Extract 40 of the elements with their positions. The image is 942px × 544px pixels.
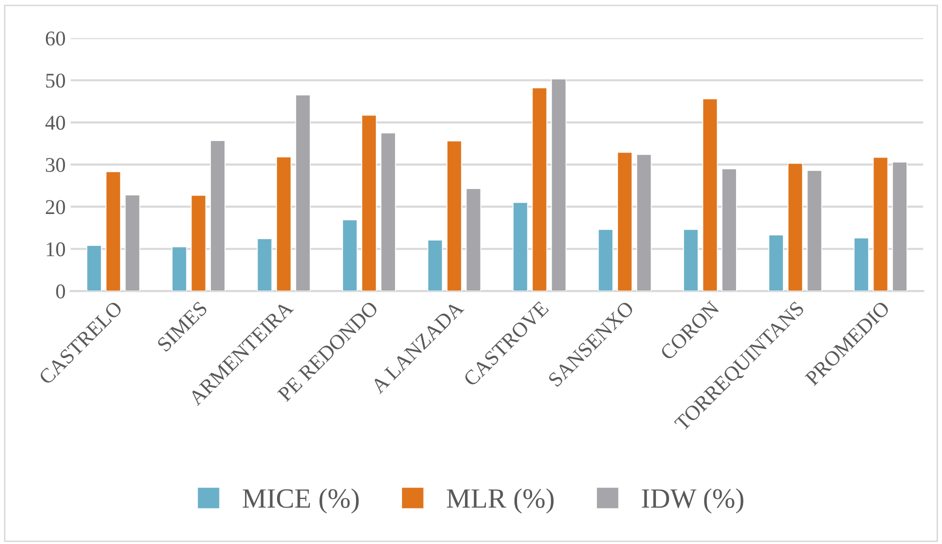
y-tick-label: 0 (56, 284, 65, 298)
legend-label: MICE (%) (242, 488, 359, 514)
bar (106, 171, 121, 292)
bar (636, 154, 652, 292)
bar (276, 156, 292, 292)
bar (598, 229, 614, 292)
bar (617, 152, 632, 292)
bar (702, 98, 718, 292)
bar (872, 156, 888, 292)
bar (512, 202, 528, 292)
bar (342, 219, 358, 292)
bar (256, 238, 272, 292)
bar (788, 162, 803, 292)
bar (768, 234, 784, 292)
bar (380, 132, 396, 292)
bar (124, 194, 140, 292)
bar (854, 238, 870, 292)
bar (466, 188, 482, 292)
y-tick-label: 60 (46, 31, 65, 46)
legend-label: MLR (%) (446, 488, 554, 514)
bar (361, 114, 377, 292)
bar (683, 229, 699, 292)
bar (446, 140, 462, 292)
bar (172, 246, 188, 292)
y-tick-label: 10 (46, 242, 65, 256)
bar (295, 94, 311, 292)
bar (86, 245, 102, 292)
y-tick-label: 50 (46, 74, 65, 88)
bar (892, 162, 908, 292)
y-tick-label: 30 (46, 158, 65, 172)
y-tick-label: 40 (45, 116, 65, 130)
y-tick-label: 20 (46, 200, 65, 214)
bar (210, 140, 226, 292)
legend-label: IDW (%) (642, 488, 744, 514)
bar (532, 87, 548, 292)
bar (722, 168, 737, 292)
bar (551, 78, 566, 292)
bar (427, 240, 443, 292)
bar (190, 194, 206, 292)
bar (806, 170, 822, 292)
